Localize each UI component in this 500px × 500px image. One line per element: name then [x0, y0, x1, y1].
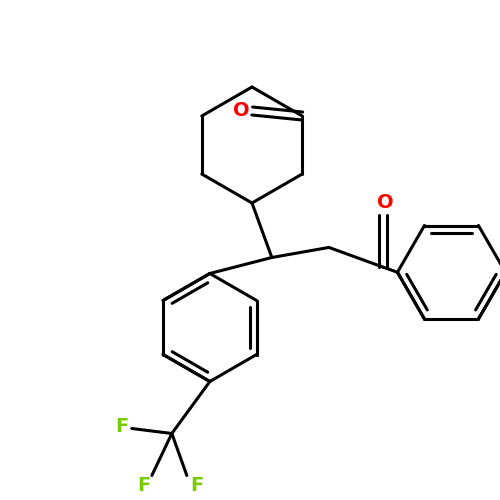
- Text: O: O: [377, 193, 394, 212]
- Text: O: O: [233, 102, 250, 120]
- Text: F: F: [190, 476, 203, 495]
- Text: F: F: [137, 476, 150, 495]
- Text: F: F: [115, 417, 128, 436]
